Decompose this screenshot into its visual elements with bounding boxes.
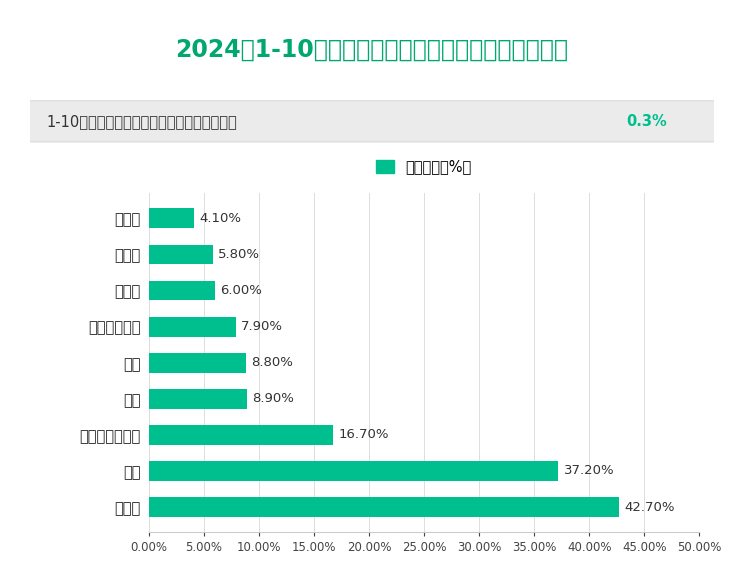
Text: 16.70%: 16.70% [339, 428, 388, 441]
Bar [149, 389, 247, 409]
Text: 2024年1-10月晋中市规模以上工业产品产量增长情况: 2024年1-10月晋中市规模以上工业产品产量增长情况 [176, 37, 568, 62]
Bar [149, 353, 246, 373]
Bar [149, 461, 559, 481]
FancyBboxPatch shape [19, 101, 725, 142]
Bar [149, 281, 215, 301]
Text: 4.10%: 4.10% [199, 212, 242, 225]
Text: 8.80%: 8.80% [251, 356, 293, 369]
Legend: 产量增长（%）: 产量增长（%） [376, 159, 472, 174]
Text: 37.20%: 37.20% [564, 464, 615, 477]
Bar [149, 316, 236, 336]
Bar [149, 208, 194, 228]
Bar [149, 497, 619, 517]
Text: 1-10月份，全市规模以上工业增加值同比增长: 1-10月份，全市规模以上工业增加值同比增长 [47, 114, 237, 129]
Text: 5.80%: 5.80% [218, 248, 260, 261]
Text: 7.90%: 7.90% [241, 320, 283, 333]
Text: 8.90%: 8.90% [252, 393, 294, 405]
Text: 6.00%: 6.00% [220, 284, 262, 297]
Bar [149, 425, 333, 445]
Bar [149, 245, 213, 264]
Text: 42.70%: 42.70% [624, 501, 675, 514]
Text: 0.3%: 0.3% [626, 114, 667, 129]
